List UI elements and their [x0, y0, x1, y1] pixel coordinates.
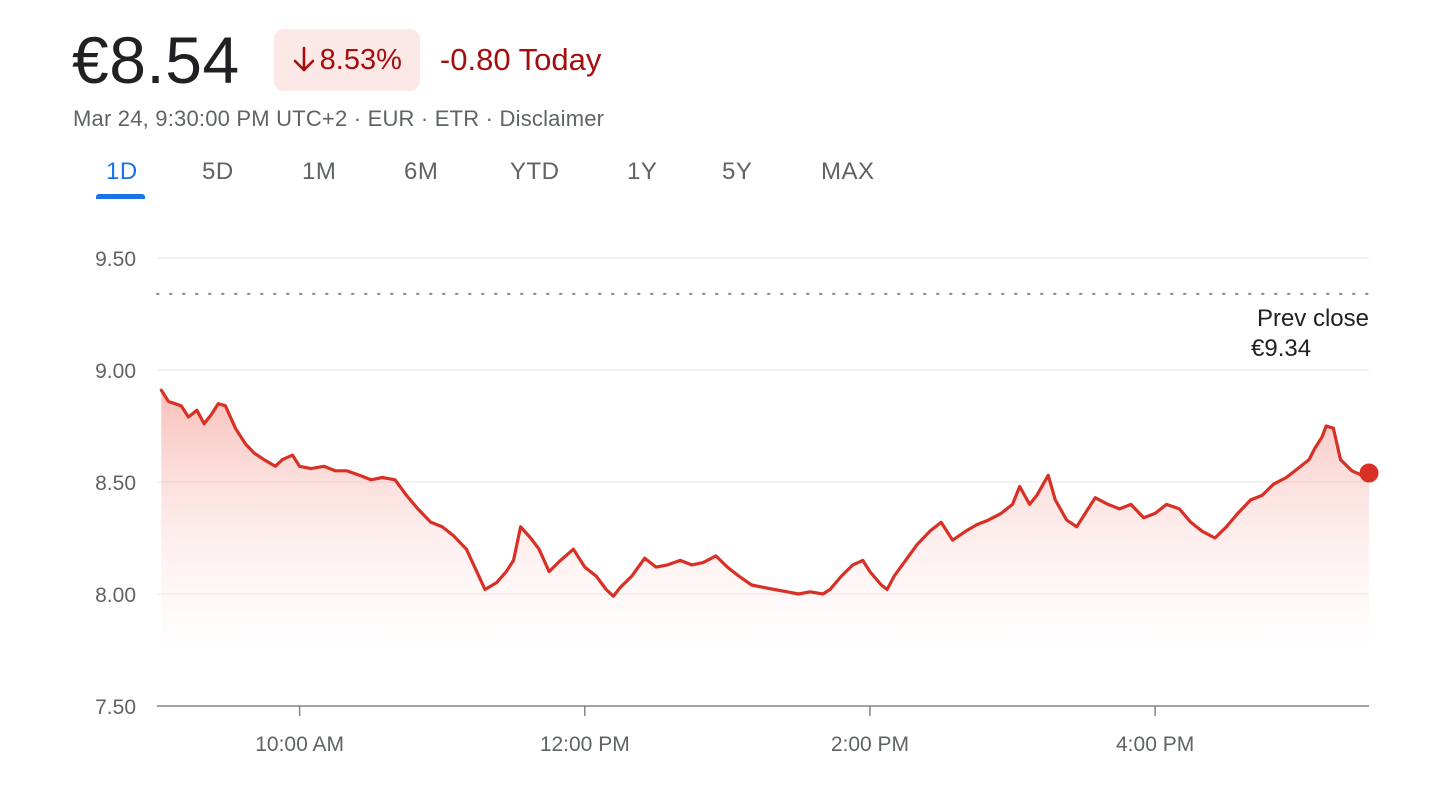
change-percent-value: 8.53% [319, 43, 402, 76]
tab-ytd[interactable]: YTD [510, 158, 560, 185]
tab-6m[interactable]: 6M [404, 158, 439, 185]
change-percent-badge: 8.53% [273, 29, 420, 91]
quote-meta: Mar 24, 9:30:00 PM UTC+2 · EUR · ETR · D… [73, 106, 605, 131]
active-tab-indicator [96, 194, 145, 199]
current-price: €8.54 [72, 23, 240, 97]
change-today: -0.80 Today [439, 42, 602, 77]
y-tick-label: 8.50 [95, 472, 136, 495]
prev-close-label: Prev close [1257, 305, 1369, 332]
tab-5y[interactable]: 5Y [722, 158, 753, 185]
tab-1y[interactable]: 1Y [627, 158, 658, 185]
tab-1m[interactable]: 1M [302, 158, 337, 185]
y-tick-label: 7.50 [95, 696, 136, 719]
arrow-down-icon [293, 46, 314, 72]
x-tick-label: 10:00 AM [255, 733, 344, 756]
tab-max[interactable]: MAX [821, 158, 875, 185]
tab-1d[interactable]: 1D [106, 158, 138, 185]
quote-header: €8.54 8.53% -0.80 Today [72, 22, 601, 98]
y-tick-label: 9.50 [95, 248, 136, 271]
price-line [159, 388, 1371, 598]
price-area-fill [161, 390, 1369, 650]
prev-close-value: €9.34 [1251, 335, 1311, 362]
last-price-marker [1359, 463, 1379, 483]
y-tick-label: 9.00 [95, 360, 136, 383]
y-tick-label: 8.00 [95, 584, 136, 607]
x-tick-label: 4:00 PM [1116, 733, 1194, 756]
x-tick-label: 2:00 PM [831, 733, 909, 756]
x-tick-label: 12:00 PM [540, 733, 630, 756]
tab-5d[interactable]: 5D [202, 158, 234, 185]
